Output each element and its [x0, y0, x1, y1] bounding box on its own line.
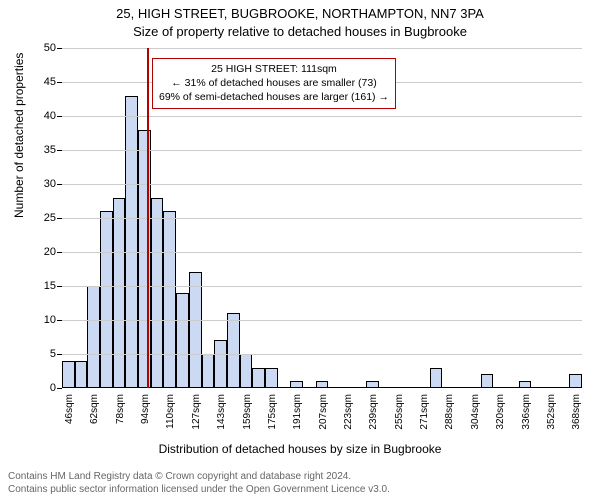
xtick-label: 320sqm: [495, 394, 506, 438]
histogram-bar: [125, 96, 138, 388]
annotation-line: 25 HIGH STREET: 111sqm: [159, 62, 389, 76]
gridline: [62, 116, 582, 117]
ytick-mark: [57, 286, 62, 287]
histogram-bar: [176, 293, 189, 388]
histogram-bar: [214, 340, 227, 388]
xtick-label: 127sqm: [191, 394, 202, 438]
histogram-bar: [100, 211, 113, 388]
reference-marker-line: [147, 48, 149, 388]
plot-area: 25 HIGH STREET: 111sqm← 31% of detached …: [62, 48, 582, 388]
ytick-mark: [57, 388, 62, 389]
xtick-label: 159sqm: [242, 394, 253, 438]
histogram-bar: [481, 374, 494, 388]
annotation-line: ← 31% of detached houses are smaller (73…: [159, 76, 389, 90]
ytick-mark: [57, 82, 62, 83]
ytick-mark: [57, 354, 62, 355]
ytick-mark: [57, 218, 62, 219]
histogram-bar: [227, 313, 240, 388]
x-axis-line: [62, 387, 582, 388]
gridline: [62, 320, 582, 321]
xtick-label: 62sqm: [89, 394, 100, 438]
xtick-label: 239sqm: [368, 394, 379, 438]
ytick-label: 5: [50, 348, 56, 360]
gridline: [62, 218, 582, 219]
ytick-label: 10: [44, 314, 56, 326]
ytick-label: 45: [44, 76, 56, 88]
xtick-label: 46sqm: [64, 394, 75, 438]
histogram-bar: [75, 361, 88, 388]
histogram-bar: [202, 354, 215, 388]
gridline: [62, 184, 582, 185]
ytick-label: 50: [44, 42, 56, 54]
gridline: [62, 48, 582, 49]
histogram-bar: [151, 198, 164, 388]
ytick-label: 40: [44, 110, 56, 122]
ytick-mark: [57, 252, 62, 253]
gridline: [62, 150, 582, 151]
xtick-label: 143sqm: [216, 394, 227, 438]
xtick-label: 223sqm: [343, 394, 354, 438]
ytick-label: 35: [44, 144, 56, 156]
chart-title-line1: 25, HIGH STREET, BUGBROOKE, NORTHAMPTON,…: [0, 6, 600, 21]
histogram-bar: [569, 374, 582, 388]
chart-container: { "chart": { "type": "histogram", "title…: [0, 0, 600, 500]
gridline: [62, 354, 582, 355]
ytick-label: 20: [44, 246, 56, 258]
y-axis-label: Number of detached properties: [12, 53, 26, 218]
ytick-label: 0: [50, 382, 56, 394]
xtick-label: 304sqm: [470, 394, 481, 438]
ytick-mark: [57, 184, 62, 185]
histogram-bar: [240, 354, 253, 388]
x-axis-label: Distribution of detached houses by size …: [0, 442, 600, 456]
histogram-bar: [252, 368, 265, 388]
histogram-bar: [87, 286, 100, 388]
histogram-bar: [189, 272, 202, 388]
footer-line1: Contains HM Land Registry data © Crown c…: [8, 470, 390, 483]
histogram-bar: [265, 368, 278, 388]
xtick-label: 207sqm: [318, 394, 329, 438]
ytick-mark: [57, 320, 62, 321]
gridline: [62, 252, 582, 253]
xtick-label: 336sqm: [521, 394, 532, 438]
xtick-label: 255sqm: [394, 394, 405, 438]
xtick-label: 175sqm: [267, 394, 278, 438]
xtick-label: 94sqm: [140, 394, 151, 438]
xtick-label: 288sqm: [444, 394, 455, 438]
histogram-bar: [113, 198, 126, 388]
ytick-label: 25: [44, 212, 56, 224]
footer-line2: Contains public sector information licen…: [8, 483, 390, 496]
xtick-label: 191sqm: [292, 394, 303, 438]
footer-attribution: Contains HM Land Registry data © Crown c…: [8, 470, 390, 496]
gridline: [62, 286, 582, 287]
xtick-label: 352sqm: [546, 394, 557, 438]
xtick-label: 271sqm: [419, 394, 430, 438]
xtick-label: 110sqm: [165, 394, 176, 438]
ytick-mark: [57, 48, 62, 49]
ytick-label: 15: [44, 280, 56, 292]
xtick-label: 368sqm: [571, 394, 582, 438]
histogram-bar: [62, 361, 75, 388]
annotation-box: 25 HIGH STREET: 111sqm← 31% of detached …: [152, 58, 396, 109]
chart-title-line2: Size of property relative to detached ho…: [0, 24, 600, 39]
ytick-mark: [57, 116, 62, 117]
xtick-label: 78sqm: [115, 394, 126, 438]
histogram-bar: [138, 130, 151, 388]
ytick-mark: [57, 150, 62, 151]
ytick-label: 30: [44, 178, 56, 190]
histogram-bar: [430, 368, 443, 388]
histogram-bar: [163, 211, 176, 388]
annotation-line: 69% of semi-detached houses are larger (…: [159, 90, 389, 104]
